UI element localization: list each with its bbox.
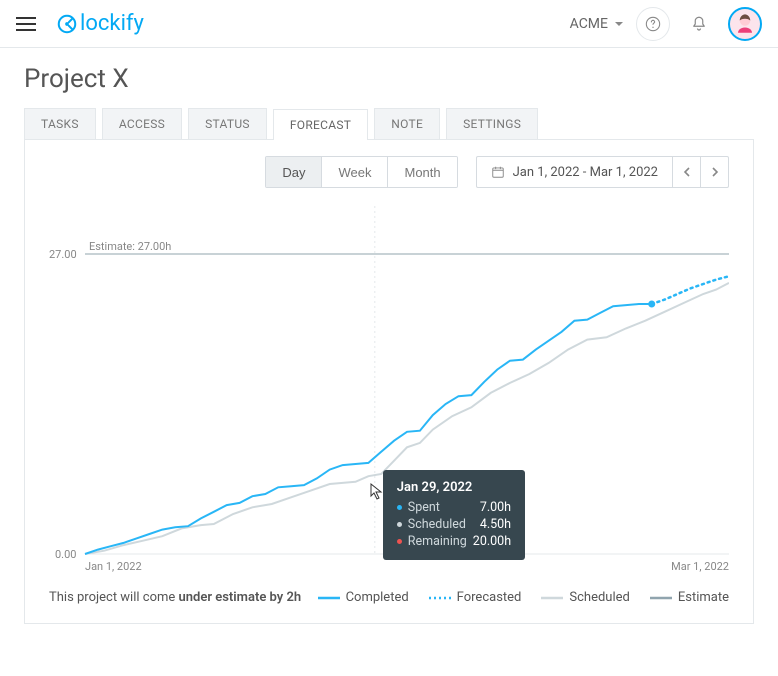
- tab-note[interactable]: NOTE: [374, 108, 440, 139]
- tabs: TASKSACCESSSTATUSFORECASTNOTESETTINGS: [24, 108, 754, 139]
- chart-legend: Completed Forecasted Scheduled Estimate: [318, 590, 729, 605]
- view-month-button[interactable]: Month: [387, 157, 456, 187]
- forecast-panel: DayWeekMonth Jan 1, 2022 - Mar 1, 2022 2…: [24, 139, 754, 624]
- panel-footer: This project will come under estimate by…: [49, 590, 729, 605]
- calendar-icon: [491, 165, 505, 179]
- workspace-name: ACME: [570, 16, 608, 32]
- legend-item-forecasted: Forecasted: [429, 590, 522, 605]
- view-day-button[interactable]: Day: [266, 157, 321, 187]
- date-range-picker: Jan 1, 2022 - Mar 1, 2022: [476, 156, 729, 188]
- avatar-image: [731, 10, 759, 38]
- estimate-label: Estimate: 27.00h: [89, 240, 171, 253]
- y-tick-bottom: 0.00: [55, 548, 76, 561]
- date-range-text: Jan 1, 2022 - Mar 1, 2022: [513, 165, 658, 180]
- forecast-chart: 27.00 0.00 Estimate: 27.00h Jan 1, 2022 …: [49, 198, 729, 568]
- tab-tasks[interactable]: TASKS: [24, 108, 96, 139]
- cursor-icon: [367, 482, 385, 506]
- tab-status[interactable]: STATUS: [188, 108, 267, 139]
- date-prev-button[interactable]: [672, 157, 700, 187]
- controls-row: DayWeekMonth Jan 1, 2022 - Mar 1, 2022: [49, 156, 729, 188]
- x-label-left: Jan 1, 2022: [85, 560, 142, 573]
- x-label-right: Mar 1, 2022: [671, 560, 729, 573]
- workspace-selector[interactable]: ACME: [570, 16, 624, 32]
- tab-settings[interactable]: SETTINGS: [446, 108, 538, 139]
- chevron-down-icon: [614, 19, 624, 29]
- topbar: lockify ACME: [0, 0, 778, 48]
- forecast-summary-pre: This project will come: [49, 590, 179, 605]
- legend-item-scheduled: Scheduled: [541, 590, 629, 605]
- page-title: Project X: [24, 64, 754, 94]
- view-week-button[interactable]: Week: [321, 157, 387, 187]
- forecast-summary: This project will come under estimate by…: [49, 590, 301, 605]
- tab-access[interactable]: ACCESS: [102, 108, 182, 139]
- logo[interactable]: lockify: [56, 11, 144, 36]
- date-next-button[interactable]: [700, 157, 728, 187]
- bell-icon: [690, 15, 708, 33]
- clockify-logo-icon: [56, 13, 78, 35]
- page-body: Project X TASKSACCESSSTATUSFORECASTNOTES…: [0, 48, 778, 640]
- chevron-right-icon: [710, 167, 720, 177]
- notifications-button[interactable]: [682, 7, 716, 41]
- chevron-left-icon: [682, 167, 692, 177]
- help-button[interactable]: [636, 7, 670, 41]
- avatar[interactable]: [728, 7, 762, 41]
- forecast-summary-bold: under estimate by 2h: [179, 590, 302, 605]
- view-toggle: DayWeekMonth: [265, 156, 457, 188]
- legend-item-estimate: Estimate: [650, 590, 729, 605]
- legend-item-completed: Completed: [318, 590, 409, 605]
- date-range-label[interactable]: Jan 1, 2022 - Mar 1, 2022: [477, 159, 672, 186]
- y-tick-top: 27.00: [49, 248, 77, 261]
- help-icon: [645, 16, 661, 32]
- menu-button[interactable]: [16, 17, 36, 31]
- tab-forecast[interactable]: FORECAST: [273, 109, 368, 140]
- logo-text: lockify: [80, 11, 144, 36]
- chart-tooltip: Jan 29, 2022Spent7.00hScheduled4.50hRema…: [383, 470, 525, 560]
